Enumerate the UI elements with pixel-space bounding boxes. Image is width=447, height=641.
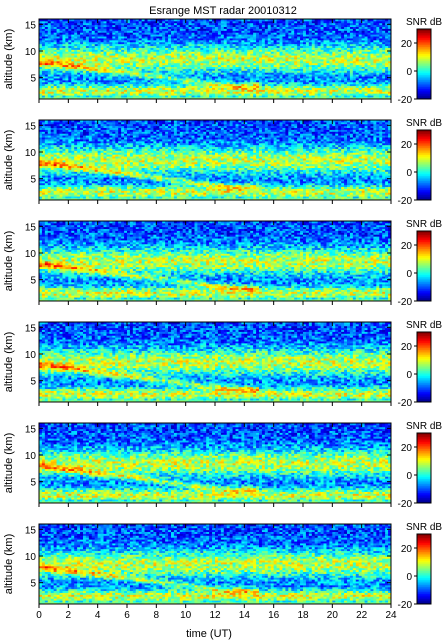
heatmap-cells [39,19,391,99]
x-axis-label: time (UT) [186,628,232,640]
chart-title: Esrange MST radar 20010312 [149,5,297,17]
